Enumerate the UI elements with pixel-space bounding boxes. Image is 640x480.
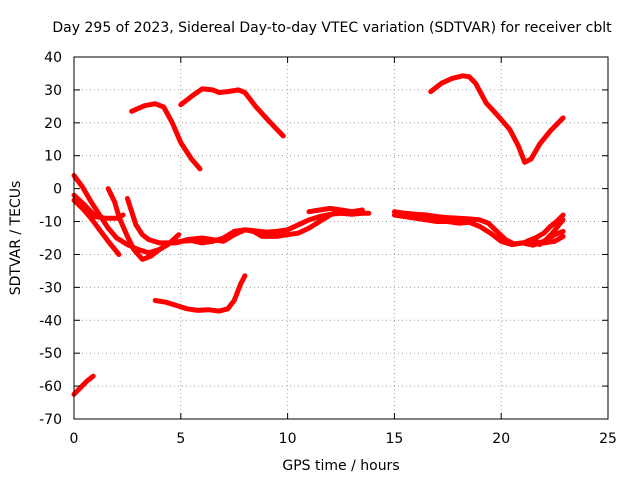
series-arc-03	[178, 86, 286, 139]
y-tick-label: -10	[39, 215, 62, 231]
y-tick-label: 0	[53, 182, 62, 198]
x-tick-label: 25	[599, 431, 617, 447]
grid	[74, 57, 608, 419]
x-tick-label: 10	[279, 431, 297, 447]
x-tick-label: 0	[70, 431, 79, 447]
y-tick-label: -70	[39, 412, 62, 428]
series-arc-04	[428, 73, 566, 165]
series-arc-08	[71, 197, 122, 257]
series-arc-14	[524, 212, 566, 244]
series-arc-12	[391, 209, 566, 247]
y-tick-label: -40	[39, 313, 62, 329]
y-tick-label: 40	[44, 50, 62, 66]
x-axis-title: GPS time / hours	[282, 458, 399, 474]
y-tick-label: -20	[39, 247, 62, 263]
y-tick-label: 20	[44, 116, 62, 132]
plot-frame	[73, 56, 609, 420]
y-tick-label: 10	[44, 149, 62, 165]
y-axis-title: SDTVAR / TECUs	[8, 181, 24, 296]
series-arc-09	[105, 186, 182, 262]
x-tick-label: 15	[385, 431, 403, 447]
series-arc-11	[306, 205, 355, 215]
series-arc-02	[129, 101, 203, 172]
series-arc-01	[71, 373, 96, 397]
series-layer	[71, 73, 566, 397]
y-tick-label: -60	[39, 379, 62, 395]
x-tick-label: 20	[492, 431, 510, 447]
series-arc-13	[391, 212, 566, 248]
series-arc-05	[152, 273, 248, 314]
y-tick-label: 30	[44, 83, 62, 99]
y-tick-label: -50	[39, 346, 62, 362]
chart-title: Day 295 of 2023, Sidereal Day-to-day VTE…	[52, 20, 612, 36]
series-arc-10	[124, 196, 365, 246]
x-tick-label: 5	[176, 431, 185, 447]
y-tick-label: -30	[39, 280, 62, 296]
axes: 0 5 10 15 20 25 -70 -60 -50 -40 -30 -20 -10 0 10 20 30 40	[39, 50, 617, 447]
series-arc-15	[537, 217, 566, 248]
